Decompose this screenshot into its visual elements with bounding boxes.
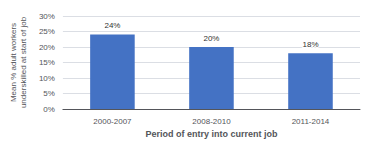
svg-text:15%: 15%	[39, 58, 55, 67]
svg-text:20%: 20%	[39, 43, 55, 52]
svg-text:24%: 24%	[104, 21, 120, 30]
svg-text:2000-2007: 2000-2007	[93, 117, 132, 126]
svg-text:2008-2010: 2008-2010	[192, 117, 231, 126]
svg-text:18%: 18%	[302, 40, 318, 49]
svg-text:Period of entry into current j: Period of entry into current job	[145, 129, 278, 139]
svg-text:20%: 20%	[203, 34, 219, 43]
svg-text:25%: 25%	[39, 27, 55, 36]
svg-text:Mean % adult workers: Mean % adult workers	[9, 23, 18, 102]
svg-text:5%: 5%	[43, 89, 55, 98]
svg-text:10%: 10%	[39, 74, 55, 83]
svg-text:2011-2014: 2011-2014	[292, 117, 330, 126]
svg-text:underskilled at start of job: underskilled at start of job	[19, 16, 28, 108]
svg-text:0%: 0%	[43, 105, 55, 114]
svg-text:30%: 30%	[39, 12, 55, 21]
